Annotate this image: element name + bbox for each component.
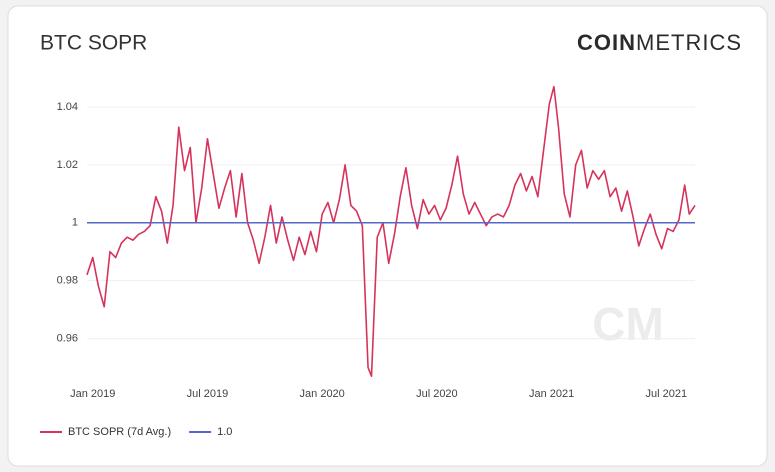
x-tick-label: Jul 2019 bbox=[187, 388, 229, 400]
chart-title: BTC SOPR bbox=[40, 32, 147, 55]
x-tick-label: Jul 2020 bbox=[416, 388, 458, 400]
card bbox=[7, 5, 768, 467]
logo: COINMETRICS bbox=[577, 30, 742, 55]
legend-label: 1.0 bbox=[217, 426, 232, 438]
x-tick-label: Jan 2021 bbox=[529, 388, 574, 400]
series-line bbox=[86, 85, 696, 378]
legend-label: BTC SOPR (7d Avg.) bbox=[68, 426, 171, 438]
y-tick-label: 1.02 bbox=[57, 159, 78, 171]
x-tick-label: Jan 2020 bbox=[300, 388, 345, 400]
y-tick-label: 1.04 bbox=[57, 101, 78, 113]
x-tick-label: Jul 2021 bbox=[646, 388, 688, 400]
logo-light: METRICS bbox=[636, 30, 742, 55]
legend: BTC SOPR (7d Avg.) 1.0 bbox=[40, 426, 232, 438]
y-tick-label: 0.98 bbox=[57, 275, 78, 287]
watermark: CM bbox=[592, 298, 664, 350]
y-tick-label: 0.96 bbox=[57, 332, 78, 344]
logo-bold: COIN bbox=[577, 30, 636, 55]
x-tick-label: Jan 2019 bbox=[70, 388, 115, 400]
y-tick-label: 1 bbox=[72, 217, 78, 229]
